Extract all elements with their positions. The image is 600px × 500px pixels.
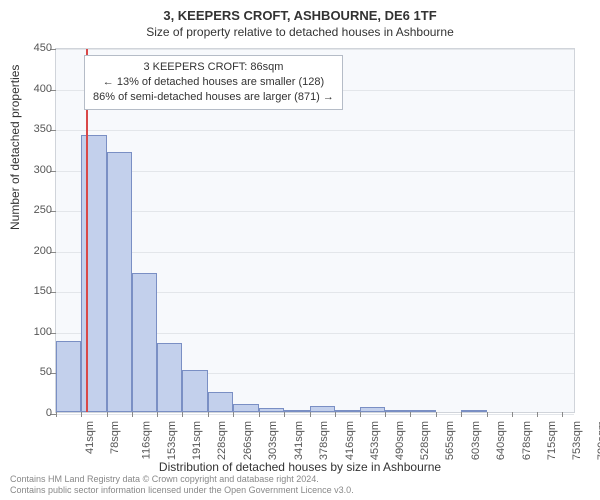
footer-line1: Contains HM Land Registry data © Crown c… [10,474,354,485]
xtick-mark [81,412,82,417]
histogram-bar [259,408,284,412]
xtick-mark [436,412,437,417]
xtick-mark [233,412,234,417]
histogram-bar [208,392,233,412]
ytick-label: 0 [12,407,52,419]
xtick-mark [385,412,386,417]
gridline [56,211,574,212]
xtick-label: 528sqm [419,421,431,460]
histogram-bar [335,410,360,412]
xtick-label: 715sqm [546,421,558,460]
xtick-label: 490sqm [394,421,406,460]
xtick-label: 41sqm [84,421,96,454]
ytick-label: 50 [12,366,52,378]
histogram-bar [107,152,132,412]
ytick-label: 350 [12,123,52,135]
xtick-mark [182,412,183,417]
histogram-bar [56,341,81,412]
gridline [56,130,574,131]
gridline [56,252,574,253]
gridline [56,171,574,172]
xtick-label: 266sqm [242,421,254,460]
xtick-label: 453sqm [369,421,381,460]
ytick-label: 450 [12,42,52,54]
xtick-mark [310,412,311,417]
histogram-bar [310,406,335,412]
xtick-mark [284,412,285,417]
ytick-label: 400 [12,83,52,95]
histogram-bar [157,343,182,412]
xtick-label: 416sqm [344,421,356,460]
xtick-label: 640sqm [495,421,507,460]
xtick-mark [335,412,336,417]
histogram-bar [233,404,259,412]
histogram-bar [461,410,487,412]
xtick-label: 116sqm [140,421,152,459]
ytick-label: 100 [12,326,52,338]
footer-text: Contains HM Land Registry data © Crown c… [10,474,354,497]
chart-subtitle: Size of property relative to detached ho… [0,23,600,39]
xtick-mark [56,412,57,417]
xtick-label: 565sqm [444,421,456,460]
histogram-bar [385,410,410,412]
xtick-label: 303sqm [267,421,279,460]
annotation-line1: 3 KEEPERS CROFT: 86sqm [93,60,334,75]
plot-area: 3 KEEPERS CROFT: 86sqm ← 13% of detached… [55,48,575,413]
xtick-mark [132,412,133,417]
xtick-mark [461,412,462,417]
ytick-label: 150 [12,285,52,297]
xtick-mark [259,412,260,417]
histogram-bar [81,135,107,412]
ytick-label: 300 [12,164,52,176]
xtick-mark [107,412,108,417]
histogram-bar [132,273,158,413]
chart-title: 3, KEEPERS CROFT, ASHBOURNE, DE6 1TF [0,0,600,23]
ytick-label: 200 [12,245,52,257]
gridline [56,414,574,415]
histogram-bar [360,407,386,412]
xtick-label: 603sqm [470,421,482,460]
xtick-mark [512,412,513,417]
xtick-mark [487,412,488,417]
xtick-mark [537,412,538,417]
annotation-line2: ← 13% of detached houses are smaller (12… [93,75,334,90]
xtick-label: 153sqm [166,421,178,460]
histogram-bar [284,410,310,412]
xtick-label: 753sqm [572,421,584,460]
xtick-mark [157,412,158,417]
xtick-mark [410,412,411,417]
xtick-label: 191sqm [192,421,204,460]
xtick-mark [360,412,361,417]
xtick-label: 378sqm [318,421,330,460]
xtick-label: 678sqm [521,421,533,460]
xtick-label: 228sqm [217,421,229,460]
histogram-bar [182,370,208,412]
annotation-box: 3 KEEPERS CROFT: 86sqm ← 13% of detached… [84,55,343,110]
xtick-label: 790sqm [597,421,600,460]
xtick-label: 78sqm [109,421,121,454]
annotation-line3: 86% of semi-detached houses are larger (… [93,90,334,105]
xtick-mark [208,412,209,417]
xtick-mark [562,412,563,417]
gridline [56,49,574,50]
histogram-bar [410,410,436,412]
x-axis-label: Distribution of detached houses by size … [0,460,600,474]
xtick-label: 341sqm [293,421,305,460]
footer-line2: Contains public sector information licen… [10,485,354,496]
ytick-label: 250 [12,204,52,216]
